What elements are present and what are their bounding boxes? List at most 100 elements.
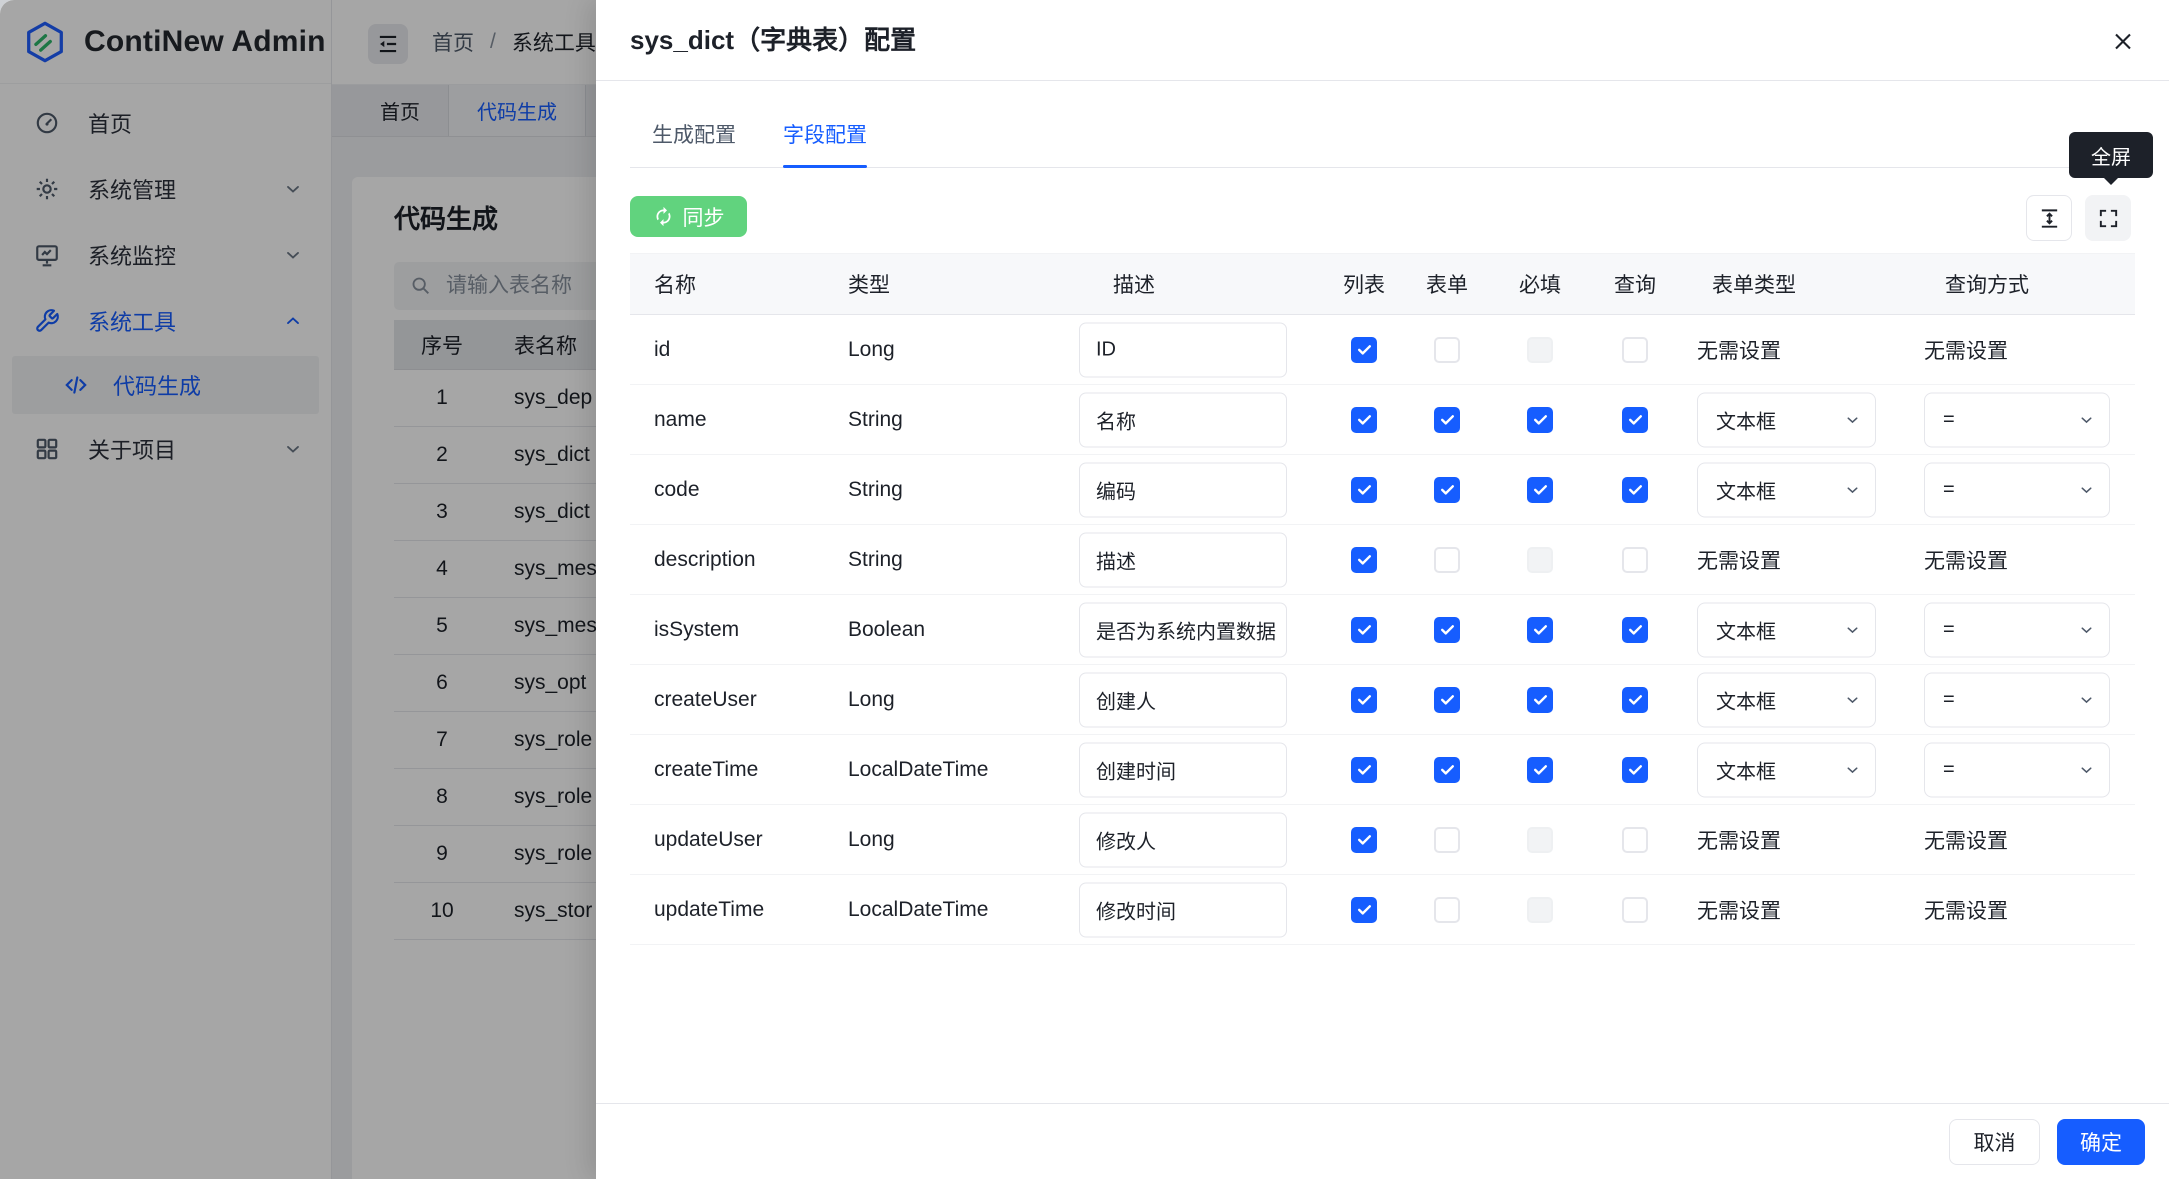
required-checkbox[interactable]: [1527, 616, 1553, 643]
list-checkbox[interactable]: [1351, 336, 1377, 363]
query-type-value: =: [1943, 688, 1955, 710]
query-checkbox[interactable]: [1622, 686, 1648, 713]
field-comment-input[interactable]: 描述: [1079, 532, 1287, 587]
chevron-down-icon: [2078, 761, 2095, 778]
form-checkbox[interactable]: [1434, 756, 1460, 783]
field-comment-input[interactable]: 创建时间: [1079, 742, 1287, 797]
page-tab-0[interactable]: 首页: [352, 85, 449, 136]
breadcrumb-system-tools[interactable]: 系统工具: [511, 32, 596, 55]
chevron-down-icon: [2078, 481, 2095, 498]
close-icon[interactable]: [2105, 23, 2141, 59]
form-type-select[interactable]: 文本框: [1697, 672, 1876, 727]
query-checkbox[interactable]: [1622, 616, 1648, 643]
query-checkbox[interactable]: [1622, 476, 1648, 503]
list-checkbox[interactable]: [1351, 756, 1377, 783]
query-type-select[interactable]: =: [1924, 602, 2110, 657]
field-comment-input[interactable]: 修改人: [1079, 812, 1287, 867]
query-type-select[interactable]: =: [1924, 742, 2110, 797]
sidebar-item-0[interactable]: 首页: [0, 90, 331, 156]
required-checkbox: [1527, 336, 1553, 363]
chevron-down-icon: [283, 439, 303, 459]
field-type-cell: String: [848, 477, 903, 501]
form-type-select[interactable]: 文本框: [1697, 602, 1876, 657]
field-type-cell: Long: [848, 827, 895, 851]
query-checkbox[interactable]: [1622, 756, 1648, 783]
sidebar-item-4[interactable]: 关于项目: [0, 416, 331, 482]
field-comment-input[interactable]: 创建人: [1079, 672, 1287, 727]
form-checkbox[interactable]: [1434, 546, 1460, 573]
query-checkbox[interactable]: [1622, 546, 1648, 573]
form-type-select[interactable]: 文本框: [1697, 392, 1876, 447]
field-comment-value: 创建时间: [1096, 761, 1176, 783]
row-number: 6: [436, 671, 448, 694]
query-checkbox[interactable]: [1622, 826, 1648, 853]
no-setting-label: 无需设置: [1924, 829, 2008, 853]
field-row-description: description String 描述 无需设置 无需设置: [630, 525, 2135, 595]
field-type-cell: LocalDateTime: [848, 757, 989, 781]
chevron-down-icon: [2078, 691, 2095, 708]
form-checkbox[interactable]: [1434, 686, 1460, 713]
form-checkbox[interactable]: [1434, 336, 1460, 363]
form-type-select[interactable]: 文本框: [1697, 742, 1876, 797]
list-checkbox[interactable]: [1351, 406, 1377, 433]
sync-button[interactable]: 同步: [630, 196, 747, 237]
query-checkbox[interactable]: [1622, 336, 1648, 363]
query-type-select[interactable]: =: [1924, 462, 2110, 517]
list-checkbox[interactable]: [1351, 546, 1377, 573]
sidebar-item-code-generation[interactable]: 代码生成: [12, 356, 319, 414]
required-checkbox[interactable]: [1527, 686, 1553, 713]
query-checkbox[interactable]: [1622, 896, 1648, 923]
field-comment-input[interactable]: ID: [1079, 322, 1287, 377]
sidebar-item-1[interactable]: 系统管理: [0, 156, 331, 222]
query-checkbox[interactable]: [1622, 406, 1648, 433]
query-type-select[interactable]: =: [1924, 392, 2110, 447]
form-type-value: 文本框: [1716, 411, 1776, 433]
sidebar-collapse-button[interactable]: [368, 24, 408, 64]
grid-icon: [34, 436, 60, 462]
form-type-select[interactable]: 文本框: [1697, 462, 1876, 517]
app-title: ContiNew Admin: [84, 24, 326, 58]
sidebar-item-label: 系统监控: [88, 244, 177, 269]
cancel-button[interactable]: 取消: [1949, 1118, 2040, 1165]
field-comment-value: 修改时间: [1096, 901, 1176, 923]
line-height-icon: [2041, 208, 2057, 228]
page-tab-1[interactable]: 代码生成: [449, 85, 586, 136]
fullscreen-tooltip: 全屏: [2069, 132, 2153, 178]
required-checkbox[interactable]: [1527, 476, 1553, 503]
fullscreen-button[interactable]: [2085, 195, 2131, 241]
form-checkbox[interactable]: [1434, 616, 1460, 643]
required-checkbox[interactable]: [1527, 756, 1553, 783]
form-checkbox[interactable]: [1434, 896, 1460, 923]
query-type-select[interactable]: =: [1924, 672, 2110, 727]
list-checkbox[interactable]: [1351, 826, 1377, 853]
required-checkbox[interactable]: [1527, 406, 1553, 433]
form-checkbox[interactable]: [1434, 476, 1460, 503]
field-comment-input[interactable]: 修改时间: [1079, 882, 1287, 937]
list-checkbox[interactable]: [1351, 616, 1377, 643]
list-checkbox[interactable]: [1351, 896, 1377, 923]
col-header-list: 列表: [1343, 274, 1385, 297]
field-comment-value: 描述: [1096, 551, 1136, 573]
list-checkbox[interactable]: [1351, 476, 1377, 503]
row-number: 7: [436, 728, 448, 751]
field-type-cell: Long: [848, 337, 895, 361]
field-comment-input[interactable]: 编码: [1079, 462, 1287, 517]
sidebar-item-3[interactable]: 系统工具: [0, 288, 331, 354]
field-comment-input[interactable]: 名称: [1079, 392, 1287, 447]
sidebar-item-2[interactable]: 系统监控: [0, 222, 331, 288]
col-header-comment: 描述: [1113, 274, 1155, 297]
form-type-value: 文本框: [1716, 691, 1776, 713]
list-checkbox[interactable]: [1351, 686, 1377, 713]
drawer-tab-0[interactable]: 生成配置: [652, 124, 736, 147]
breadcrumb-home[interactable]: 首页: [432, 32, 474, 55]
confirm-button[interactable]: 确定: [2057, 1118, 2145, 1165]
col-header-form: 表单: [1426, 274, 1468, 297]
field-comment-input[interactable]: 是否为系统内置数据: [1079, 602, 1287, 657]
row-height-button[interactable]: [2026, 195, 2072, 241]
drawer-tab-1[interactable]: 字段配置: [783, 101, 867, 168]
form-checkbox[interactable]: [1434, 406, 1460, 433]
no-setting-label: 无需设置: [1924, 549, 2008, 573]
form-checkbox[interactable]: [1434, 826, 1460, 853]
drawer-footer: 取消 确定: [596, 1103, 2169, 1179]
